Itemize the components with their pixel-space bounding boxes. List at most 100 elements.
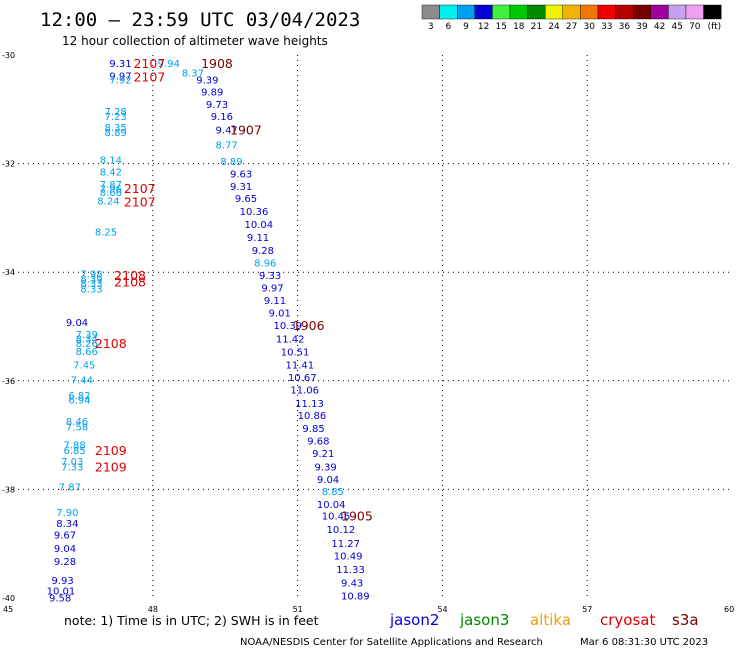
colorbar-bin [597,4,616,20]
swh-data-label: 9.04 [317,475,339,486]
swh-data-label: 11.27 [331,539,360,550]
colorbar-bin [492,4,511,20]
swh-data-label: 9.58 [49,593,71,604]
colorbar-bin [580,4,599,20]
cycle-label: 2109 [95,460,127,475]
swh-data-label: 9.97 [261,283,283,294]
swh-data-label: 8.14 [100,155,122,166]
y-tick-label: -36 [2,377,15,386]
swh-data-label: 11.41 [286,361,315,372]
swh-data-label: 7.88 [64,440,86,451]
swh-data-label: 9.31 [109,59,131,70]
swh-data-label: 8.89 [105,128,127,139]
swh-data-label: 8.37 [182,68,204,79]
colorbar-label: 33 [601,22,612,32]
colorbar-bin [474,4,493,20]
swh-data-label: 8.77 [216,141,238,152]
colorbar-bin [545,4,564,20]
colorbar-label: 24 [548,22,560,32]
colorbar-label: 12 [478,22,489,32]
swh-data-label: 9.73 [206,100,228,111]
swh-data-label: 6.85 [64,446,86,457]
colorbar-bin [562,4,581,20]
swh-data-label: 10.86 [298,411,327,422]
colorbar-label: 3 [428,22,434,32]
swh-data-label: 9.16 [211,112,233,123]
swh-data-label: 9.89 [201,87,223,98]
swh-data-label: 9.11 [264,296,286,307]
swh-data-label: 8.35 [105,123,127,134]
colorbar-bin [685,4,704,20]
swh-data-label: 11.13 [295,399,324,410]
swh-data-label: 10.89 [341,591,370,602]
footer-note: note: 1) Time is in UTC; 2) SWH is in fe… [64,613,319,628]
generated-time: Mar 6 08:31:30 UTC 2023 [580,637,708,648]
swh-data-label: 9.31 [230,182,252,193]
swh-data-label: 9.85 [302,424,324,435]
colorbar-bin [703,4,722,20]
swh-data-label: 11.33 [336,565,365,576]
swh-data-label: 7.87 [100,180,122,191]
colorbar-label: 6 [446,22,452,32]
cycle-label: 2107 [124,181,156,196]
colorbar-bin [421,4,440,20]
swh-data-label: 8.96 [254,258,276,269]
swh-data-label: 9.43 [341,578,363,589]
swh-data-label: 8.33 [80,279,102,290]
cycle-label: 1905 [341,508,373,523]
swh-data-label: 11.42 [276,334,305,345]
x-tick-label: 48 [148,605,158,614]
swh-data-label: 9.97 [109,72,131,83]
mission-legend-altika: altika [530,611,571,629]
swh-data-label: 9.39 [196,75,218,86]
axes: -30 -32 -34 -36 -38 -40 45 48 51 54 57 60 [2,51,734,614]
swh-data-label: 9.21 [312,449,334,460]
colorbar-label: (ft) [708,22,722,32]
swh-data-label: 6.82 [68,391,90,402]
swh-data-label: 10.67 [288,373,317,384]
cycle-labels: 2107210719081907210721072108210821081906… [95,56,373,523]
mission-legend-s3a: s3a [672,611,699,629]
swh-data-label: 7.58 [66,422,88,433]
colorbar-label: 15 [495,22,506,32]
swh-data-label: 9.93 [51,576,73,587]
y-tick-label: -38 [2,485,15,494]
cycle-label: 2108 [114,274,146,289]
colorbar-label: 45 [671,22,682,32]
swh-data-label: 8.39 [80,275,102,286]
colorbar-label: 39 [636,22,648,32]
swh-data-label: 7.92 [109,75,131,86]
grid [8,55,732,598]
swh-data-label: 7.98 [80,269,102,280]
colorbar-bin [527,4,546,20]
colorbar-label: 21 [531,22,542,32]
swh-data-label: 7.28 [105,107,127,118]
colorbar-label: 27 [566,22,577,32]
swh-data-label: 9.04 [66,318,88,329]
swh-data-label: 9.63 [230,169,252,180]
colorbar-bin [633,4,652,20]
swh-data-label: 7.96 [100,185,122,196]
mission-legend-cryosat: cryosat [600,611,655,629]
swh-data-label: 8.24 [97,197,119,208]
swh-data-label: 9.11 [247,233,269,244]
swh-data-label: 7.39 [76,330,98,341]
swh-data-label: 8.26 [76,339,98,350]
swh-data-label: 6.94 [68,395,90,406]
cycle-label: 2107 [124,195,156,210]
cycle-label: 2108 [114,268,146,283]
swh-data-label: 8.46 [66,417,88,428]
swh-data-label: 9.68 [307,437,329,448]
swh-data-label: 9.28 [252,246,274,257]
swh-data-label: 7.45 [73,361,95,372]
swh-data-label: 7.33 [61,463,83,474]
colorbar-bin [439,4,458,20]
colorbar-bin [509,4,528,20]
swh-data-label: 10.49 [334,552,363,563]
cycle-label: 2107 [133,70,165,85]
swh-data-label: 8.89 [220,157,242,168]
swh-data-label: 8.42 [100,168,122,179]
x-tick-label: 54 [437,605,447,614]
colorbar-bin [668,4,687,20]
